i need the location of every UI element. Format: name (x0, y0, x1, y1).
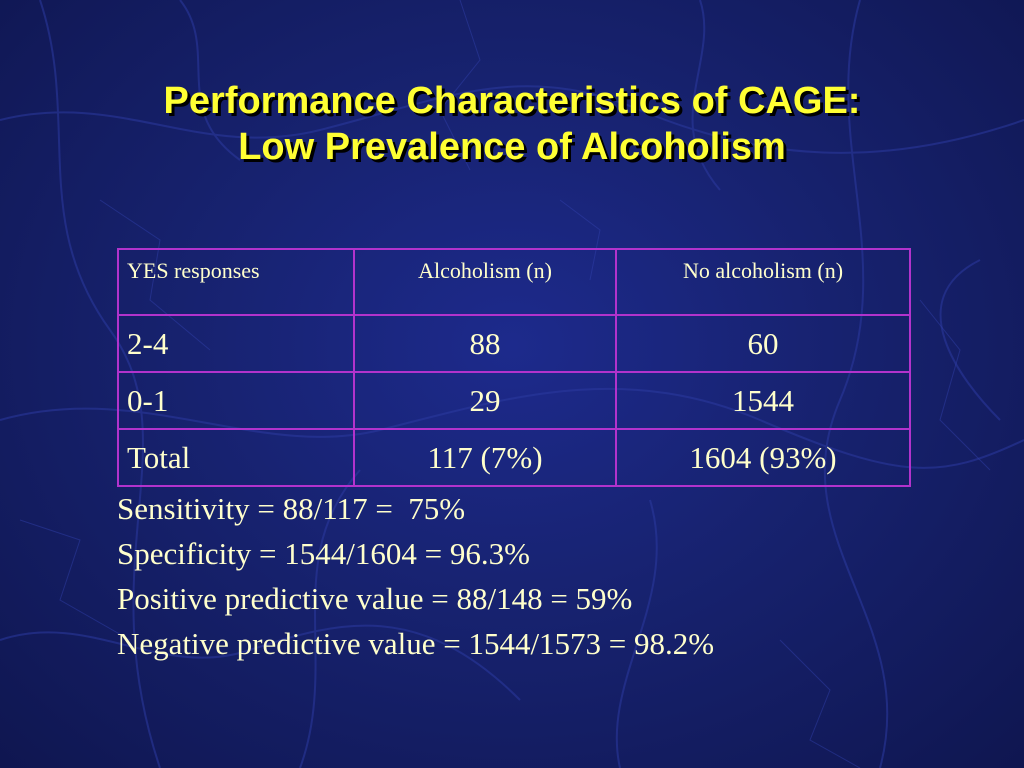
specificity-line: Specificity = 1544/1604 = 96.3% (117, 536, 530, 571)
slide-title: Performance Characteristics of CAGE: Low… (0, 78, 1024, 170)
sensitivity-line: Sensitivity = 88/117 = 75% (117, 491, 466, 526)
cell-no-alcoholism: 60 (615, 314, 911, 373)
header-alcoholism: Alcoholism (n) (353, 248, 617, 316)
cell-alcoholism: 117 (7%) (353, 428, 617, 487)
cell-no-alcoholism: 1544 (615, 371, 911, 430)
cage-results-table: YES responses Alcoholism (n) No alcoholi… (117, 248, 911, 487)
cell-alcoholism: 88 (353, 314, 617, 373)
table-row: 2-4 88 60 (117, 314, 911, 373)
title-line-2: Low Prevalence of Alcoholism (238, 126, 786, 168)
cell-no-alcoholism: 1604 (93%) (615, 428, 911, 487)
cell-yes-responses: Total (117, 428, 355, 487)
cell-yes-responses: 2-4 (117, 314, 355, 373)
table-header-row: YES responses Alcoholism (n) No alcoholi… (117, 248, 911, 316)
header-no-alcoholism: No alcoholism (n) (615, 248, 911, 316)
cell-yes-responses: 0-1 (117, 371, 355, 430)
negative-predictive-value-line: Negative predictive value = 1544/1573 = … (117, 626, 715, 661)
cell-alcoholism: 29 (353, 371, 617, 430)
header-yes-responses: YES responses (117, 248, 355, 316)
title-line-1: Performance Characteristics of CAGE: (163, 80, 861, 122)
table-row: Total 117 (7%) 1604 (93%) (117, 428, 911, 487)
positive-predictive-value-line: Positive predictive value = 88/148 = 59% (117, 581, 633, 616)
statistics-list: Sensitivity = 88/117 = 75% Specificity =… (117, 486, 997, 666)
table-row: 0-1 29 1544 (117, 371, 911, 430)
